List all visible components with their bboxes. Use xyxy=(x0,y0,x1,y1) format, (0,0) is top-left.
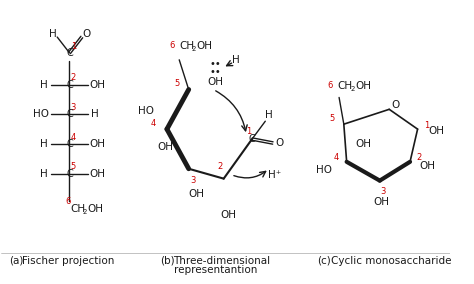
Text: OH: OH xyxy=(88,204,103,214)
Text: ••: •• xyxy=(210,59,221,69)
Text: (a): (a) xyxy=(9,256,23,266)
Text: Cyclic monosaccharide: Cyclic monosaccharide xyxy=(330,256,451,266)
Text: C: C xyxy=(66,48,73,58)
Text: CH: CH xyxy=(337,81,352,91)
Text: 4: 4 xyxy=(334,153,339,162)
Text: O: O xyxy=(82,29,91,39)
Text: H: H xyxy=(265,110,273,120)
Text: CH: CH xyxy=(71,204,86,214)
Text: 5: 5 xyxy=(175,79,180,88)
Text: HO: HO xyxy=(316,165,332,175)
Text: 3: 3 xyxy=(380,187,385,196)
Text: 1: 1 xyxy=(246,127,251,135)
Text: OH: OH xyxy=(207,77,223,87)
Text: 4: 4 xyxy=(71,133,76,141)
Text: H: H xyxy=(40,169,48,179)
Text: OH: OH xyxy=(428,126,445,136)
Text: 2: 2 xyxy=(191,46,196,52)
Text: CH: CH xyxy=(179,41,194,51)
Text: C: C xyxy=(66,169,73,179)
Text: Three-dimensional: Three-dimensional xyxy=(173,256,271,266)
Text: 4: 4 xyxy=(151,119,156,128)
Text: OH: OH xyxy=(196,41,212,51)
Text: OH: OH xyxy=(220,210,237,220)
Text: OH: OH xyxy=(90,169,106,179)
Text: Fischer projection: Fischer projection xyxy=(22,256,115,266)
Text: 1: 1 xyxy=(424,121,430,130)
Text: C: C xyxy=(66,80,73,89)
Text: OH: OH xyxy=(188,189,204,199)
Text: OH: OH xyxy=(419,161,435,171)
Text: 2: 2 xyxy=(71,73,76,82)
Text: (b): (b) xyxy=(160,256,175,266)
Text: 2: 2 xyxy=(350,85,355,91)
Text: 2: 2 xyxy=(217,162,222,171)
Text: C: C xyxy=(66,139,73,149)
Text: (c): (c) xyxy=(317,256,331,266)
Text: O: O xyxy=(392,100,400,110)
Text: 6: 6 xyxy=(327,81,332,90)
Text: OH: OH xyxy=(374,197,390,207)
Text: H⁺: H⁺ xyxy=(268,170,282,180)
Text: O: O xyxy=(275,138,283,148)
Text: C: C xyxy=(249,134,255,144)
Text: 5: 5 xyxy=(330,114,335,123)
Text: H: H xyxy=(40,139,48,149)
Text: 1: 1 xyxy=(71,42,76,51)
Text: C: C xyxy=(66,109,73,119)
Text: 5: 5 xyxy=(71,162,76,171)
Text: 6: 6 xyxy=(65,197,70,206)
Text: OH: OH xyxy=(157,142,173,152)
Text: H: H xyxy=(40,80,48,89)
Text: 2: 2 xyxy=(416,153,421,162)
Text: OH: OH xyxy=(355,81,371,91)
Text: OH: OH xyxy=(356,139,372,149)
Text: HO: HO xyxy=(33,109,49,119)
Text: ••: •• xyxy=(210,67,221,77)
Text: OH: OH xyxy=(90,80,106,89)
Text: OH: OH xyxy=(90,139,106,149)
Text: 6: 6 xyxy=(169,41,174,51)
Text: 3: 3 xyxy=(71,103,76,112)
Text: H: H xyxy=(232,55,240,65)
Text: representantion: representantion xyxy=(173,265,257,275)
Text: 2: 2 xyxy=(83,209,87,215)
Text: H: H xyxy=(91,109,99,119)
Text: 3: 3 xyxy=(191,176,196,185)
Text: HO: HO xyxy=(138,106,154,116)
Text: H: H xyxy=(49,29,56,39)
